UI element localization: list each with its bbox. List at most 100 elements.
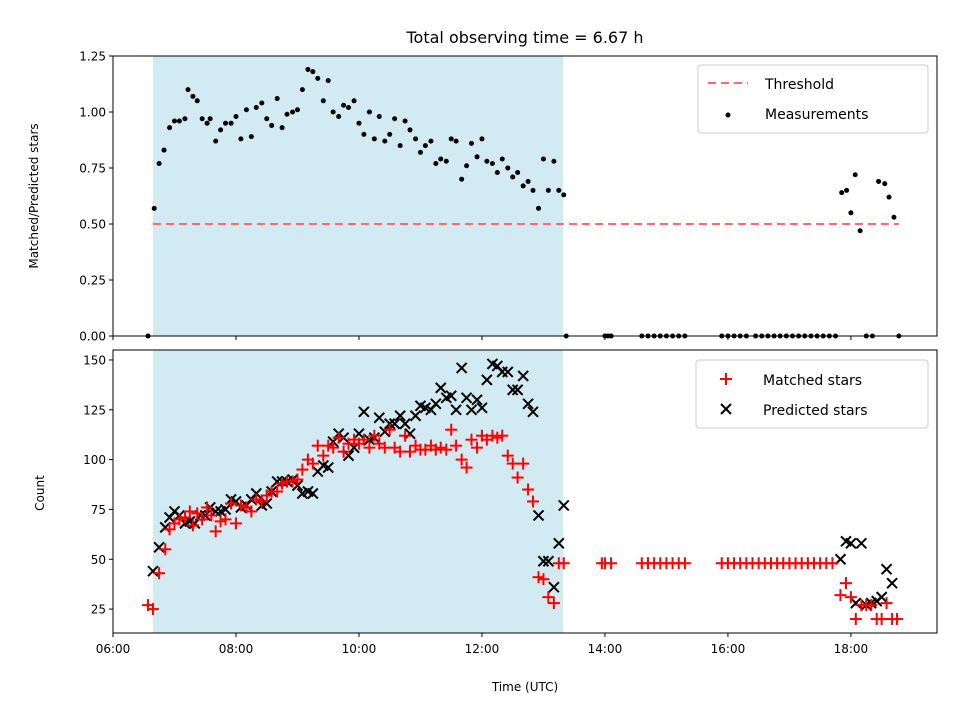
matched-star-point <box>542 591 555 604</box>
measurement-point <box>474 154 480 160</box>
measurement-point <box>479 136 485 142</box>
matched-star-point <box>440 443 453 456</box>
predicted-star-point <box>358 406 370 418</box>
measurement-point <box>484 158 490 164</box>
matched-star-point <box>186 519 199 532</box>
measurement-point <box>499 156 505 162</box>
bottom-y-ticks: 25 50 75 100 125 150 <box>83 353 113 617</box>
predicted-star-point <box>322 461 334 474</box>
measurement-point <box>376 113 382 119</box>
measurement-point <box>185 87 191 93</box>
measurement-point <box>397 143 403 149</box>
measurement-point <box>464 163 470 169</box>
matched-star-point <box>306 457 319 470</box>
matched-star-point <box>229 517 242 530</box>
bottom-x-ticks: 06:00 08:00 10:00 12:00 14:00 16:00 18:00 <box>96 633 869 656</box>
predicted-star-point <box>850 597 862 609</box>
measurement-point <box>536 205 542 211</box>
measurement-point <box>274 96 280 102</box>
measurement-point <box>366 109 372 115</box>
predicted-star-point <box>379 426 391 438</box>
measurement-point <box>228 120 234 126</box>
y-tick-label: 25 <box>91 603 106 617</box>
predicted-star-point <box>373 412 385 424</box>
measurement-point <box>190 93 196 99</box>
matched-stars-points <box>142 423 904 626</box>
matched-star-point <box>153 567 166 580</box>
measurement-point <box>453 138 459 144</box>
measurement-point <box>336 113 342 119</box>
y-tick-label: 0.25 <box>79 274 106 288</box>
y-tick-label: 1.25 <box>79 50 106 64</box>
chart-title: Total observing time = 6.67 h <box>405 28 643 47</box>
measurement-point <box>494 169 500 175</box>
matched-star-point <box>332 431 345 444</box>
predicted-star-point <box>542 555 555 567</box>
measurement-point <box>839 190 845 196</box>
measurement-point <box>428 138 434 144</box>
y-tick-label: 0.50 <box>79 218 106 232</box>
y-tick-label: 150 <box>83 353 106 367</box>
predicted-star-point <box>153 541 165 554</box>
matched-star-point <box>225 497 238 510</box>
predicted-star-point <box>553 537 565 550</box>
predicted-star-point <box>532 509 545 522</box>
matched-star-point <box>460 461 473 474</box>
matched-star-point <box>245 505 258 518</box>
predicted-star-point <box>460 392 473 404</box>
predicted-star-point <box>471 394 483 406</box>
predicted-star-point <box>558 499 570 512</box>
measurement-point <box>305 66 311 72</box>
measurement-point <box>351 98 357 104</box>
predicted-star-point <box>481 374 493 386</box>
measurement-point <box>253 105 259 111</box>
y-tick-label: 125 <box>83 403 106 417</box>
matched-star-point <box>368 429 381 442</box>
measurement-point <box>167 125 173 131</box>
matched-star-point <box>678 557 691 570</box>
predicted-star-point <box>506 384 519 396</box>
measurement-point <box>269 122 275 128</box>
measurement-point <box>448 136 454 142</box>
measurement-point <box>392 116 398 122</box>
x-tick-label: 18:00 <box>834 642 869 656</box>
matched-star-point <box>834 589 847 602</box>
y-tick-label: 50 <box>91 553 106 567</box>
measurement-point <box>248 134 254 140</box>
legend-predicted-label: Predicted stars <box>763 403 868 419</box>
measurement-point <box>545 187 551 193</box>
measurement-point <box>540 156 546 162</box>
measurement-point <box>422 143 428 149</box>
matched-star-point <box>383 423 396 436</box>
measurement-point <box>852 172 858 178</box>
measurement-point <box>876 178 882 184</box>
y-tick-label: 0.00 <box>79 330 106 344</box>
matched-star-point <box>849 613 862 626</box>
predicted-star-point <box>537 555 550 567</box>
bottom-shaded-span <box>152 350 564 633</box>
x-axis-label: Time (UTC) <box>491 680 558 694</box>
measurement-point <box>156 161 162 167</box>
top-y-axis-label: Matched/Predicted stars <box>27 123 41 268</box>
y-tick-label: 0.75 <box>79 162 106 176</box>
measurement-point <box>371 136 377 142</box>
matched-star-point <box>201 501 214 514</box>
measurement-point <box>176 118 182 124</box>
predicted-star-point <box>845 537 857 550</box>
measurement-point <box>459 176 465 182</box>
measurement-point <box>515 169 521 175</box>
predicted-star-point <box>271 475 283 488</box>
predicted-star-point <box>455 362 468 374</box>
predicted-star-point <box>353 427 365 440</box>
top-legend-frame <box>697 64 929 134</box>
measurement-point <box>290 109 296 115</box>
bottom-panel: 25 50 75 100 125 150 06:00 08:00 10:00 12:00 14:0… <box>33 349 938 694</box>
measurement-point <box>151 205 157 211</box>
matched-star-point <box>196 513 209 526</box>
predicted-star-point <box>399 418 411 430</box>
measurements-points <box>145 66 902 339</box>
measurement-point <box>294 107 300 113</box>
measurement-point <box>551 158 557 164</box>
measurement-point <box>361 131 367 137</box>
matched-star-point <box>434 441 447 454</box>
